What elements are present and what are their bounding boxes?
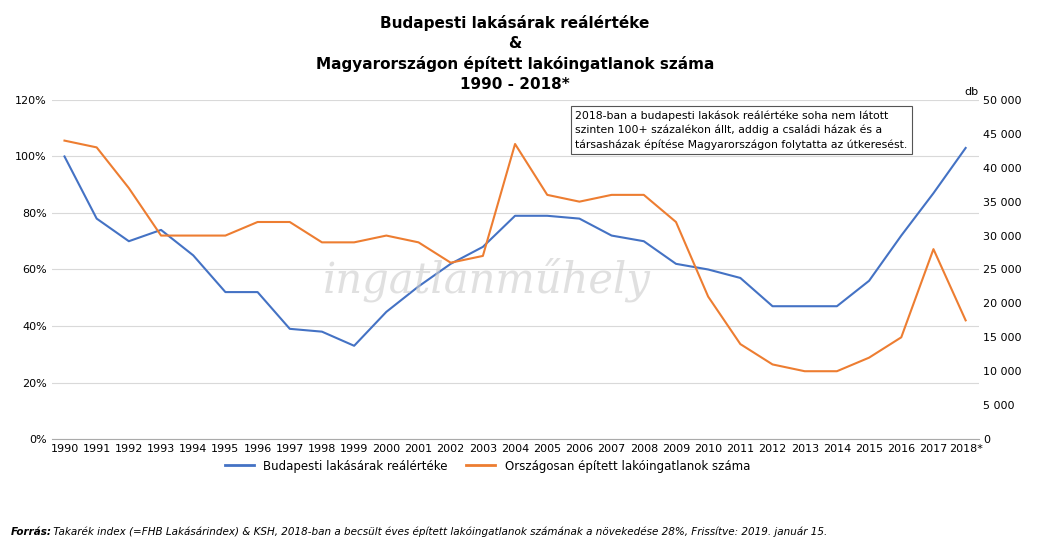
Budapesti lakásárak reálértéke: [541, 213, 554, 219]
Országosan épített lakóingatlanok száma: [734, 341, 747, 347]
Országosan épített lakóingatlanok száma: [187, 232, 199, 239]
Budapesti lakásárak reálértéke: [798, 303, 811, 309]
Országosan épített lakóingatlanok száma: [863, 354, 875, 361]
Line: Országosan épített lakóingatlanok száma: Országosan épített lakóingatlanok száma: [64, 140, 965, 371]
Budapesti lakásárak reálértéke: [959, 145, 972, 151]
Text: db: db: [964, 86, 979, 97]
Országosan épített lakóingatlanok száma: [348, 239, 361, 246]
Title: Budapesti lakásárak reálértéke
&
Magyarországon épített lakóingatlanok száma
199: Budapesti lakásárak reálértéke & Magyaro…: [316, 15, 714, 92]
Országosan épített lakóingatlanok száma: [959, 317, 972, 323]
Budapesti lakásárak reálértéke: [381, 309, 393, 315]
Budapesti lakásárak reálértéke: [283, 326, 296, 332]
Országosan épített lakóingatlanok száma: [831, 368, 843, 374]
Budapesti lakásárak reálértéke: [251, 289, 263, 295]
Budapesti lakásárak reálértéke: [509, 213, 522, 219]
Budapesti lakásárak reálértéke: [187, 252, 199, 259]
Országosan épített lakóingatlanok száma: [283, 219, 296, 225]
Budapesti lakásárak reálértéke: [702, 266, 714, 273]
Országosan épített lakóingatlanok száma: [155, 232, 167, 239]
Budapesti lakásárak reálértéke: [831, 303, 843, 309]
Budapesti lakásárak reálértéke: [219, 289, 231, 295]
Országosan épített lakóingatlanok száma: [122, 185, 135, 191]
Budapesti lakásárak reálértéke: [445, 261, 457, 267]
Országosan épített lakóingatlanok száma: [638, 192, 650, 198]
Text: Forrás:: Forrás:: [10, 527, 52, 537]
Országosan épített lakóingatlanok száma: [251, 219, 263, 225]
Budapesti lakásárak reálértéke: [606, 232, 618, 239]
Budapesti lakásárak reálértéke: [573, 215, 586, 222]
Országosan épített lakóingatlanok száma: [702, 293, 714, 300]
Országosan épített lakóingatlanok száma: [927, 246, 940, 252]
Budapesti lakásárak reálértéke: [670, 261, 682, 267]
Budapesti lakásárak reálértéke: [638, 238, 650, 245]
Budapesti lakásárak reálértéke: [477, 244, 489, 250]
Budapesti lakásárak reálértéke: [348, 342, 361, 349]
Országosan épített lakóingatlanok száma: [58, 137, 71, 144]
Budapesti lakásárak reálértéke: [895, 232, 907, 239]
Országosan épített lakóingatlanok száma: [798, 368, 811, 374]
Országosan épített lakóingatlanok száma: [541, 192, 554, 198]
Budapesti lakásárak reálértéke: [155, 227, 167, 233]
Országosan épített lakóingatlanok száma: [606, 192, 618, 198]
Budapesti lakásárak reálértéke: [734, 275, 747, 281]
Text: ingatlanműhely: ingatlanműhely: [324, 258, 651, 302]
Budapesti lakásárak reálértéke: [927, 190, 940, 197]
Országosan épített lakóingatlanok száma: [670, 219, 682, 225]
Országosan épített lakóingatlanok száma: [573, 198, 586, 205]
Országosan épített lakóingatlanok száma: [766, 361, 779, 368]
Országosan épített lakóingatlanok száma: [509, 141, 522, 147]
Text: Takarék index (=FHB Lakásárindex) & KSH, 2018-ban a becsült éves épített lakóing: Takarék index (=FHB Lakásárindex) & KSH,…: [50, 527, 828, 537]
Országosan épített lakóingatlanok száma: [445, 259, 457, 266]
Országosan épített lakóingatlanok száma: [413, 239, 425, 246]
Országosan épített lakóingatlanok száma: [90, 144, 103, 151]
Budapesti lakásárak reálértéke: [58, 153, 71, 160]
Text: 2018-ban a budapesti lakások reálértéke soha nem látott
szinten 100+ százalékon : 2018-ban a budapesti lakások reálértéke …: [576, 110, 907, 150]
Budapesti lakásárak reálértéke: [766, 303, 779, 309]
Országosan épített lakóingatlanok száma: [219, 232, 231, 239]
Országosan épített lakóingatlanok száma: [381, 232, 393, 239]
Országosan épített lakóingatlanok száma: [315, 239, 328, 246]
Budapesti lakásárak reálértéke: [90, 215, 103, 222]
Budapesti lakásárak reálértéke: [122, 238, 135, 245]
Budapesti lakásárak reálértéke: [863, 278, 875, 284]
Line: Budapesti lakásárak reálértéke: Budapesti lakásárak reálértéke: [64, 148, 965, 346]
Legend: Budapesti lakásárak reálértéke, Országosan épített lakóingatlanok száma: Budapesti lakásárak reálértéke, Országos…: [220, 455, 755, 477]
Országosan épített lakóingatlanok száma: [477, 253, 489, 259]
Országosan épített lakóingatlanok száma: [895, 334, 907, 341]
Budapesti lakásárak reálértéke: [413, 283, 425, 289]
Budapesti lakásárak reálértéke: [315, 328, 328, 335]
